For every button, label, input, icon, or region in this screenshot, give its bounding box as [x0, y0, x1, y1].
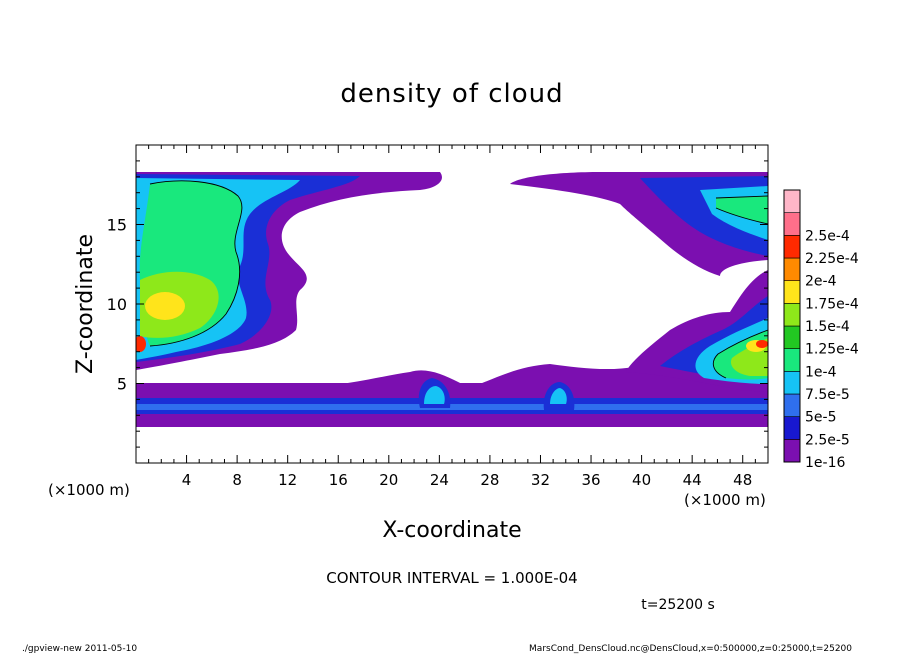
density-region — [756, 340, 768, 348]
colorbar-label: 1e-16 — [805, 455, 845, 471]
density-region — [424, 386, 445, 404]
colorbar-frame — [783, 189, 801, 463]
colorbar-swatch — [783, 280, 801, 304]
density-field — [136, 172, 768, 427]
colorbar-swatch — [783, 212, 801, 236]
density-region — [145, 292, 185, 320]
colorbar-swatch — [783, 439, 801, 463]
y-tick-label: 15 — [107, 216, 127, 235]
x-tick-label: 40 — [632, 471, 651, 489]
y-unit-label: (×1000 m) — [684, 491, 766, 509]
contour-interval: CONTOUR INTERVAL = 1.000E-04 — [326, 569, 577, 587]
x-tick-label: 44 — [683, 471, 702, 489]
time-label: t=25200 s — [641, 597, 715, 613]
y-tick-label: 10 — [107, 295, 127, 314]
footer-left: ./gpview-new 2011-05-10 — [22, 644, 137, 654]
x-tick-label: 32 — [531, 471, 550, 489]
colorbar-label: 2.5e-5 — [805, 432, 850, 448]
colorbar-label: 2.5e-4 — [805, 228, 850, 244]
density-region — [136, 404, 768, 410]
density-region — [136, 336, 146, 352]
contour-line — [712, 329, 768, 379]
colorbar-swatch — [783, 325, 801, 349]
x-tick-label: 4 — [182, 471, 192, 489]
density-region — [716, 196, 768, 224]
colorbar-label: 2e-4 — [805, 274, 837, 290]
x-tick-label: 8 — [232, 471, 242, 489]
colorbar-label: 1e-4 — [805, 364, 837, 380]
colorbar-swatch — [783, 371, 801, 395]
colorbar-label: 1.75e-4 — [805, 296, 859, 312]
footer-right: MarsCond_DensCloud.nc@DensCloud,x=0:5000… — [529, 644, 852, 654]
x-unit-label: (×1000 m) — [48, 481, 130, 499]
x-axis: 4 8 12 16 20 24 28 32 36 40 44 48 — [135, 145, 769, 489]
colorbar-label: 1.25e-4 — [805, 342, 859, 358]
contour-line — [715, 195, 768, 225]
colorbar-label: 7.5e-5 — [805, 387, 850, 403]
colorbar: 1e-16 2.5e-5 5e-5 7.5e-5 1e-4 1.25e-4 1.5e-4 1.… — [783, 189, 859, 471]
colorbar-label: 1.5e-4 — [805, 319, 850, 335]
y-axis-label: Z-coordinate — [73, 234, 98, 374]
colorbar-swatch — [783, 189, 801, 213]
y-axis: 5 10 15 — [107, 144, 768, 464]
x-tick-label: 28 — [480, 471, 499, 489]
density-region — [550, 388, 567, 404]
x-tick-label: 20 — [379, 471, 398, 489]
colorbar-swatch — [783, 235, 801, 259]
y-tick-label: 5 — [117, 375, 127, 394]
colorbar-swatch — [783, 303, 801, 327]
x-tick-label: 12 — [278, 471, 297, 489]
colorbar-swatch — [783, 416, 801, 440]
x-tick-label: 24 — [430, 471, 449, 489]
x-tick-label: 16 — [329, 471, 348, 489]
contour-line — [149, 180, 243, 347]
x-tick-label: 48 — [733, 471, 752, 489]
colorbar-label: 2.25e-4 — [805, 251, 859, 267]
colorbar-swatch — [783, 348, 801, 372]
colorbar-label: 5e-5 — [805, 410, 836, 426]
x-axis-label: X-coordinate — [382, 518, 521, 543]
x-tick-label: 36 — [581, 471, 600, 489]
colorbar-swatch — [783, 257, 801, 281]
chart-title: density of cloud — [340, 79, 563, 109]
colorbar-swatch — [783, 393, 801, 417]
